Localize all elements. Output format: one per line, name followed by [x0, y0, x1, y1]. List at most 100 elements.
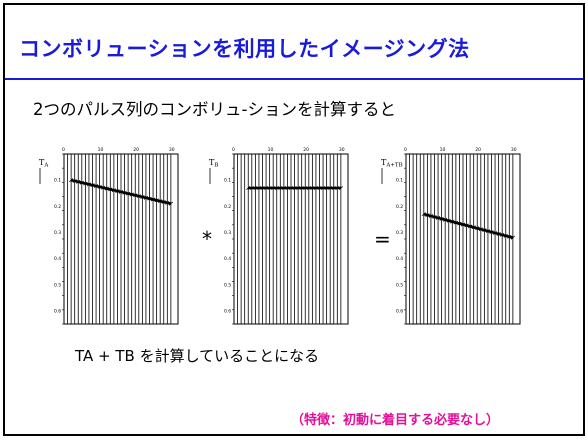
wavelet-mark — [285, 186, 290, 190]
x-tick-label: 10 — [440, 147, 446, 153]
y-tick-label: 0.3 — [224, 230, 231, 236]
wavelet-mark — [439, 216, 444, 221]
wavelet-mark — [83, 181, 88, 186]
slide-subtitle: 2つのパルス列のコンボリュ-ションを計算すると — [33, 100, 396, 119]
y-tick-label: 0.5 — [396, 282, 403, 288]
wavelet-mark — [328, 186, 333, 190]
y-tick-label: 0.5 — [54, 282, 61, 288]
wavelet-mark — [453, 220, 458, 225]
wavelet-mark — [278, 186, 283, 190]
x-tick-label: 30 — [339, 147, 345, 153]
wavelet-mark — [320, 186, 326, 190]
wavelet-mark — [421, 212, 426, 217]
wavelet-mark — [496, 232, 501, 236]
wavelet-mark — [72, 179, 77, 183]
wavelet-mark — [435, 216, 441, 220]
y-tick-label: 0.6 — [54, 308, 61, 314]
wavelet-mark — [475, 226, 480, 231]
wavelet-mark — [253, 186, 258, 190]
y-tick-label: 0.4 — [224, 256, 231, 262]
wavelet-mark — [140, 195, 145, 199]
y-tick-label: 0.5 — [224, 282, 231, 288]
wavelet-mark — [485, 229, 491, 234]
panel-label: TA — [39, 158, 49, 169]
wavelet-mark — [267, 186, 272, 190]
wavelet-mark — [147, 196, 152, 201]
wavelet-mark — [450, 219, 455, 224]
wavelet-mark — [271, 186, 276, 190]
wavelet-mark — [93, 184, 99, 188]
title-underline — [5, 78, 583, 80]
wavelet-mark — [313, 186, 319, 190]
wavelet-mark — [90, 183, 95, 188]
wavelet-mark — [150, 197, 156, 202]
wavelet-mark — [303, 186, 308, 190]
wavelet-mark — [507, 234, 512, 239]
wavelet-mark — [118, 190, 124, 194]
wavelet-mark — [256, 186, 262, 190]
wavelet-mark — [249, 186, 254, 190]
wavelet-mark — [310, 186, 315, 190]
wavelet-mark — [129, 192, 134, 197]
wavelet-mark — [446, 218, 451, 223]
y-tick-label: 0.1 — [396, 178, 403, 184]
wavelet-mark — [292, 186, 297, 190]
y-tick-label: 0.6 — [224, 308, 231, 314]
wavelet-mark — [468, 224, 473, 229]
wavelet-mark — [288, 186, 294, 190]
wavelet-mark — [482, 228, 487, 233]
wavelet-mark — [136, 194, 141, 199]
x-tick-label: 20 — [133, 147, 139, 153]
wavelet-mark — [165, 200, 170, 205]
convolve-operator: * — [202, 227, 212, 251]
wavelet-mark — [492, 231, 498, 235]
panel-label: TA+TB — [381, 158, 403, 169]
wavelet-mark — [263, 186, 269, 190]
feature-note: （特徴：初動に着目する必要なし） — [291, 413, 500, 428]
y-tick-label: 0.1 — [224, 178, 231, 184]
wavelet-mark — [510, 235, 515, 240]
wavelet-mark — [503, 233, 508, 238]
wavelet-mark — [79, 180, 84, 185]
wavelet-mark — [489, 230, 494, 234]
x-tick-label: 0 — [62, 147, 65, 153]
x-tick-label: 20 — [475, 147, 481, 153]
arrival-line — [423, 212, 514, 239]
y-tick-label: 0.3 — [396, 230, 403, 236]
wavelet-mark — [471, 225, 476, 230]
convolution-figure: 0.1 0.2 0.3 0.4 0.5 0.6 0 10 20 30 TA 0.1 0.2 0.3 0.4 0… — [39, 147, 521, 325]
x-tick-label: 30 — [511, 147, 517, 153]
slide: コンボリューションを利用したイメージング法 2つのパルス列のコンボリュ-ションを… — [3, 3, 585, 436]
wavelet-mark — [317, 186, 322, 190]
wavelet-mark — [97, 184, 102, 189]
wavelet-mark — [246, 186, 251, 190]
wavelet-mark — [168, 201, 173, 206]
y-tick-label: 0.2 — [396, 204, 403, 210]
wavelet-mark — [108, 187, 113, 192]
wavelet-mark — [158, 199, 163, 204]
x-tick-label: 10 — [98, 147, 104, 153]
wavelet-mark — [478, 227, 483, 232]
wavelet-mark — [500, 232, 505, 237]
wavelet-mark — [104, 186, 109, 191]
y-tick-label: 0.4 — [396, 256, 403, 262]
equals-operator: = — [374, 227, 391, 251]
wavelet-mark — [281, 186, 286, 190]
wavelet-mark — [428, 214, 434, 218]
wavelet-mark — [133, 193, 138, 198]
wavelet-mark — [299, 186, 304, 190]
wavelet-mark — [69, 178, 74, 183]
wavelet-mark — [464, 223, 469, 228]
wavelet-mark — [86, 182, 92, 187]
y-tick-label: 0.1 — [54, 178, 61, 184]
wavelet-mark — [111, 188, 116, 193]
wavelet-mark — [154, 198, 159, 203]
y-tick-label: 0.2 — [224, 204, 231, 210]
wavelet-mark — [126, 191, 131, 196]
wavelet-mark — [324, 186, 329, 190]
wavelet-mark — [335, 186, 340, 190]
slide-title: コンボリューションを利用したイメージング法 — [19, 37, 470, 61]
y-tick-label: 0.6 — [396, 308, 403, 314]
wavelet-mark — [338, 186, 343, 190]
wavelet-mark — [101, 185, 106, 190]
